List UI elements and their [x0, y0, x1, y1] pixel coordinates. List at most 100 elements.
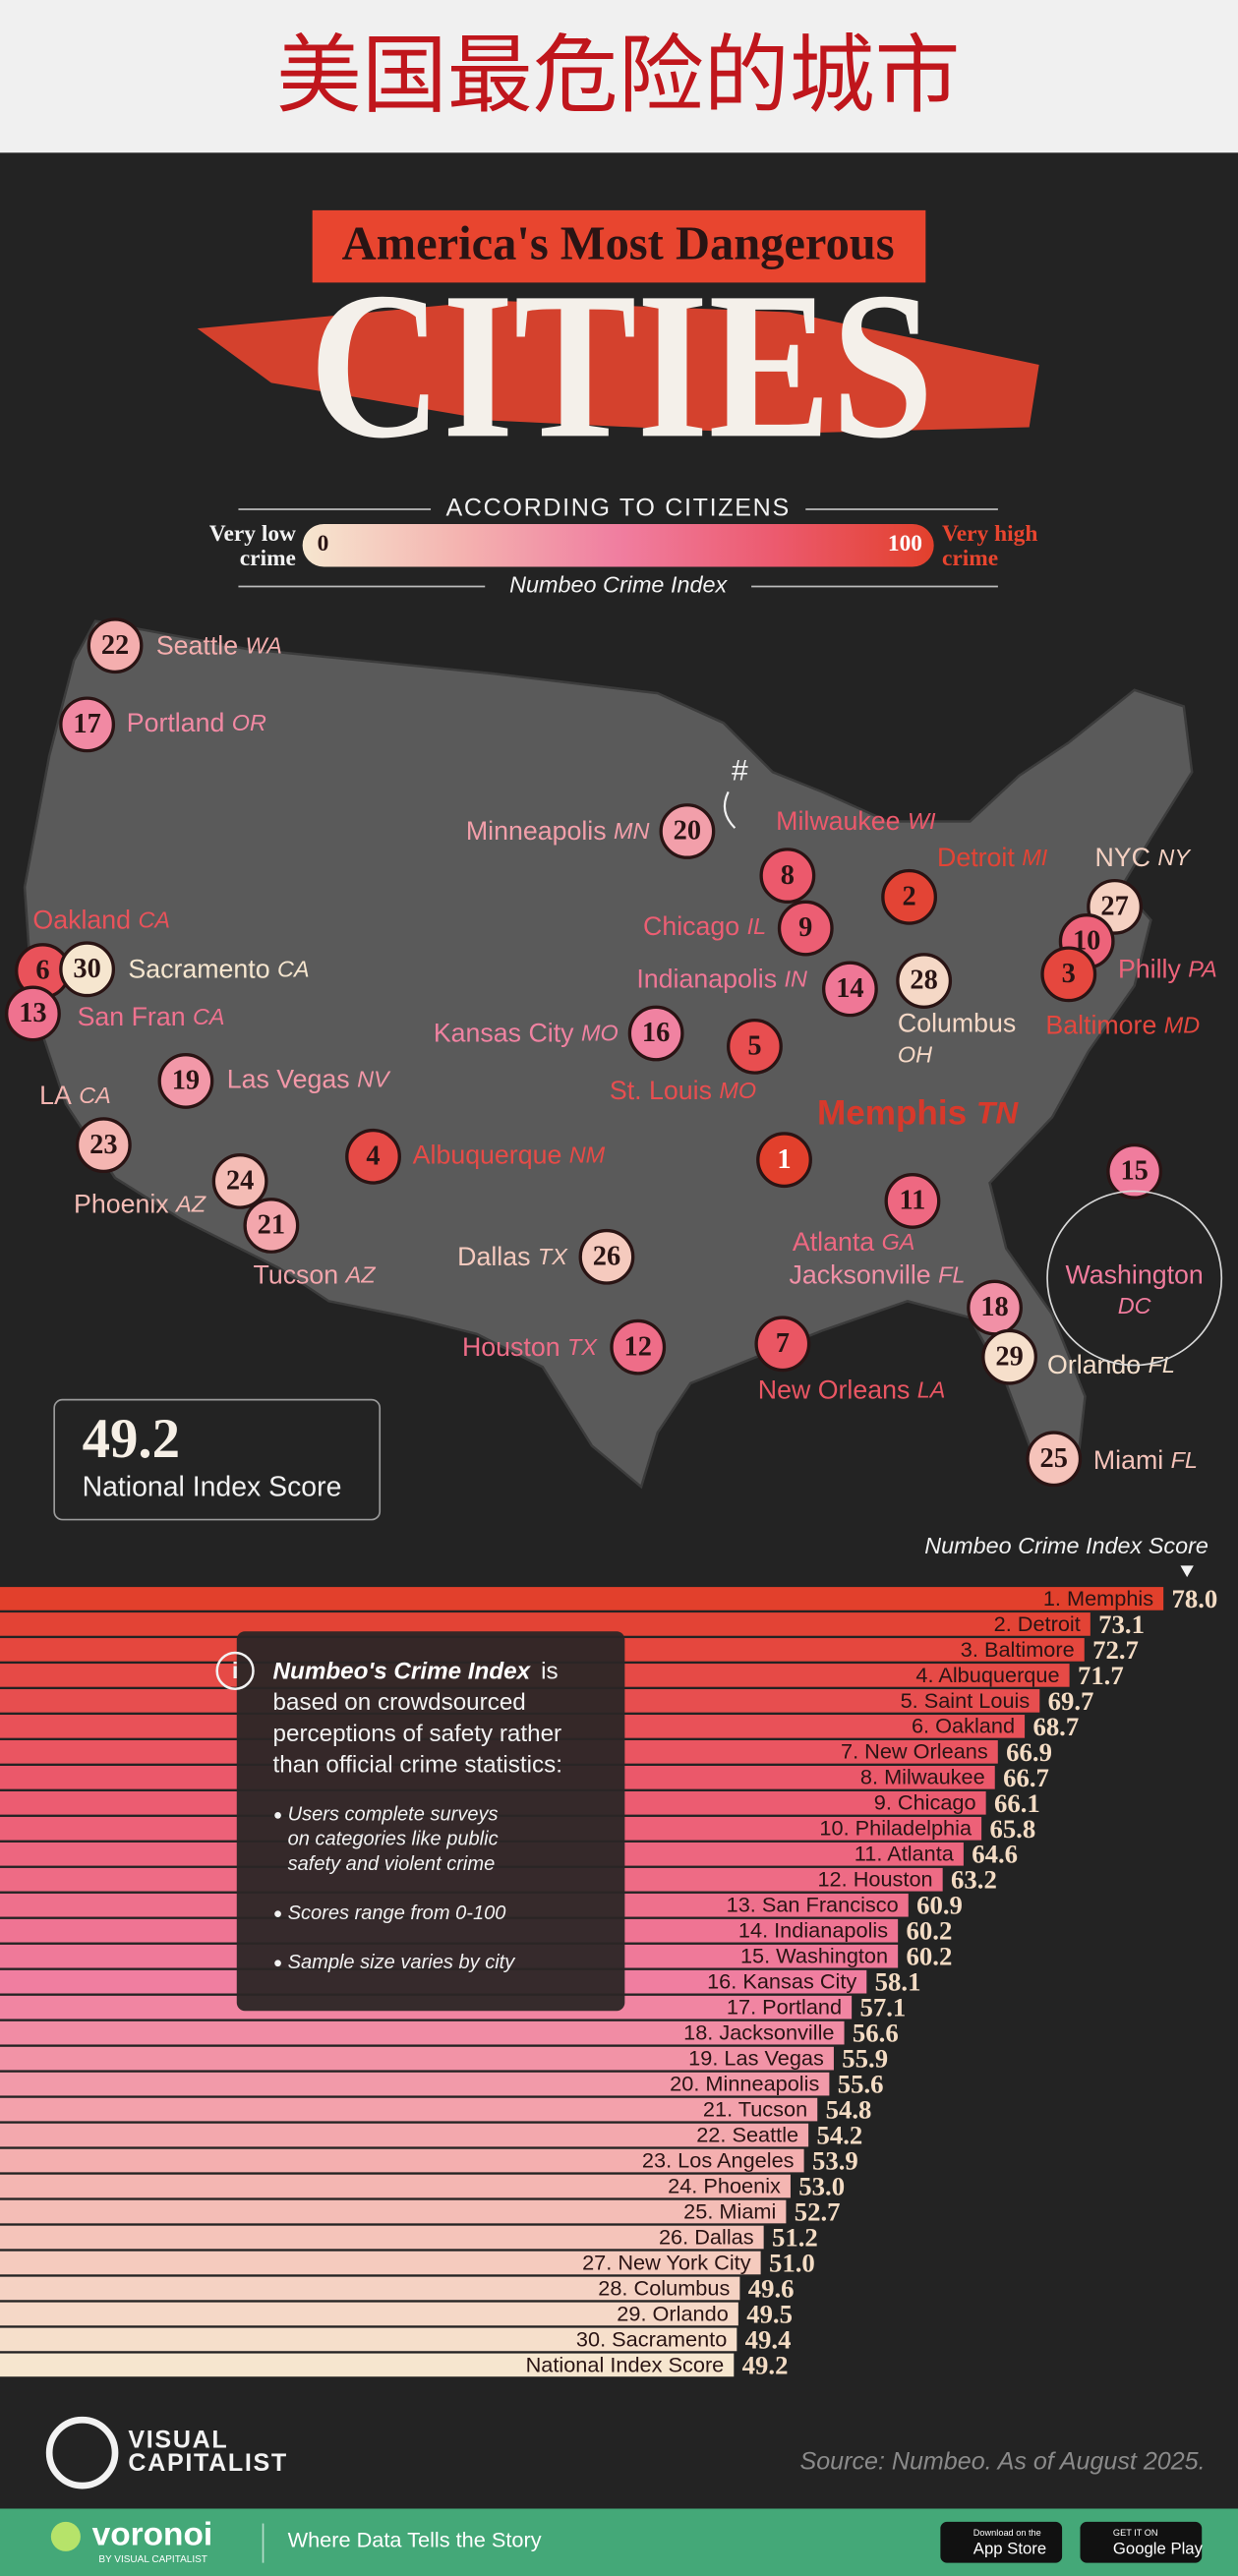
city-label: Washington	[1066, 1259, 1204, 1289]
city-name: Washington	[1066, 1259, 1204, 1289]
city-label: Milwaukee WI	[776, 806, 936, 836]
state-name: AZ	[174, 1192, 206, 1217]
bar	[0, 2148, 804, 2173]
value-label: 51.2	[772, 2222, 818, 2252]
us-map	[23, 619, 1194, 1490]
state-name: TX	[538, 1244, 568, 1269]
map-marker	[821, 961, 878, 1018]
value-label: 65.8	[989, 1814, 1035, 1844]
bullet-dot	[274, 1910, 281, 1917]
value-label: 71.7	[1078, 1661, 1124, 1690]
value-label: 68.7	[1032, 1712, 1079, 1741]
brush-stroke	[197, 300, 1039, 435]
google-play-badge[interactable]	[1080, 2521, 1203, 2563]
marker-rank: 27	[1100, 892, 1128, 922]
bar-label: 4. Albuquerque	[915, 1663, 1059, 1687]
bar-label: 7. New Orleans	[841, 1739, 988, 1764]
map-marker	[981, 1328, 1038, 1385]
city-label: Kansas City MO	[434, 1019, 619, 1048]
bar-label: 20. Minneapolis	[670, 2072, 819, 2096]
info-icon	[215, 1651, 255, 1690]
city-name: Detroit	[937, 843, 1015, 872]
city-name: Sacramento	[128, 955, 269, 984]
state-name: TN	[976, 1095, 1019, 1131]
marker-rank: 6	[35, 956, 49, 986]
marker-rank: 28	[910, 966, 937, 996]
marker-rank: 4	[366, 1142, 380, 1172]
map-marker	[59, 696, 116, 753]
city-label: Houston TX	[462, 1332, 598, 1362]
subtitle: ACCORDING TO CITIZENS	[445, 495, 790, 522]
map-marker	[627, 1005, 684, 1062]
state-name: WA	[246, 633, 282, 659]
app-store-badge[interactable]	[940, 2521, 1063, 2563]
value-label: 52.7	[795, 2197, 841, 2227]
city-label: Tucson AZ	[253, 1259, 376, 1289]
value-label: 56.6	[853, 2019, 899, 2048]
city-name: Tucson	[253, 1259, 338, 1289]
city-label: Albuquerque NM	[413, 1140, 606, 1169]
bar	[0, 2199, 787, 2224]
city-name: Miami	[1093, 1445, 1163, 1475]
tagline: Where Data Tells the Story	[288, 2528, 542, 2552]
bar-label: 5. Saint Louis	[901, 1688, 1031, 1713]
value-label: 49.4	[745, 2324, 792, 2354]
city-name: Kansas City	[434, 1019, 574, 1048]
bar-label: 2. Detroit	[994, 1611, 1081, 1636]
state-name: MN	[614, 818, 649, 844]
badge-small: GET IT ON	[1113, 2528, 1158, 2538]
map-marker	[157, 1053, 214, 1109]
city-label: Atlanta GA	[793, 1227, 915, 1257]
bar	[0, 2072, 830, 2096]
city-name: Baltimore	[1045, 1010, 1156, 1039]
kicker: America's Most Dangerous	[342, 217, 895, 269]
city-label: Memphis TN	[817, 1094, 1019, 1133]
national-value: 49.2	[83, 1408, 180, 1470]
state-name: AZ	[344, 1261, 377, 1287]
value-label: 60.9	[916, 1891, 963, 1920]
city-label: Detroit MI	[937, 843, 1048, 872]
bar-label: 9. Chicago	[874, 1790, 976, 1815]
page-title: 美国最危险的城市	[276, 29, 960, 124]
kicker-box	[312, 209, 926, 283]
marker-rank: 17	[73, 709, 100, 739]
bar	[0, 2251, 761, 2275]
city-name: Philly	[1118, 955, 1182, 984]
bar-label: 26. Dallas	[659, 2224, 754, 2249]
city-label: Las Vegas NV	[227, 1065, 391, 1094]
badge-small: Download on the	[973, 2528, 1041, 2538]
marker-rank: 29	[995, 1341, 1023, 1372]
bar	[0, 2327, 737, 2352]
value-label: 55.9	[842, 2044, 888, 2074]
bullet-dot	[274, 1960, 281, 1967]
marker-rank: 25	[1040, 1443, 1068, 1474]
info-bullet: Sample size varies by city	[288, 1952, 517, 1973]
city-label: New Orleans LA	[758, 1375, 946, 1404]
state-name: CA	[138, 907, 170, 933]
scale-max: 100	[888, 531, 922, 556]
bar-label: 18. Jacksonville	[683, 2020, 834, 2045]
bar	[0, 2225, 764, 2250]
city-name: LA	[39, 1081, 72, 1110]
marker-rank: 30	[73, 954, 100, 984]
map-marker	[884, 1173, 941, 1229]
state-label: OH	[898, 1042, 932, 1068]
map-marker	[5, 985, 61, 1042]
value-label: 49.5	[746, 2299, 793, 2328]
city-label: Miami FL	[1093, 1445, 1198, 1475]
value-label: 58.1	[875, 1967, 921, 1997]
vc-logo	[45, 2416, 119, 2489]
state-label: DC	[1118, 1293, 1152, 1318]
badge-large: Google Play	[1113, 2540, 1204, 2558]
marker-rank: 24	[226, 1166, 254, 1197]
city-name: Las Vegas	[227, 1065, 350, 1094]
city-name: New Orleans	[758, 1375, 911, 1404]
state-name: MD	[1164, 1013, 1200, 1038]
bar	[0, 2097, 818, 2122]
info-icon-letter: i	[232, 1658, 239, 1683]
city-label: Seattle WA	[156, 630, 282, 660]
bar-label: 24. Phoenix	[668, 2173, 781, 2197]
